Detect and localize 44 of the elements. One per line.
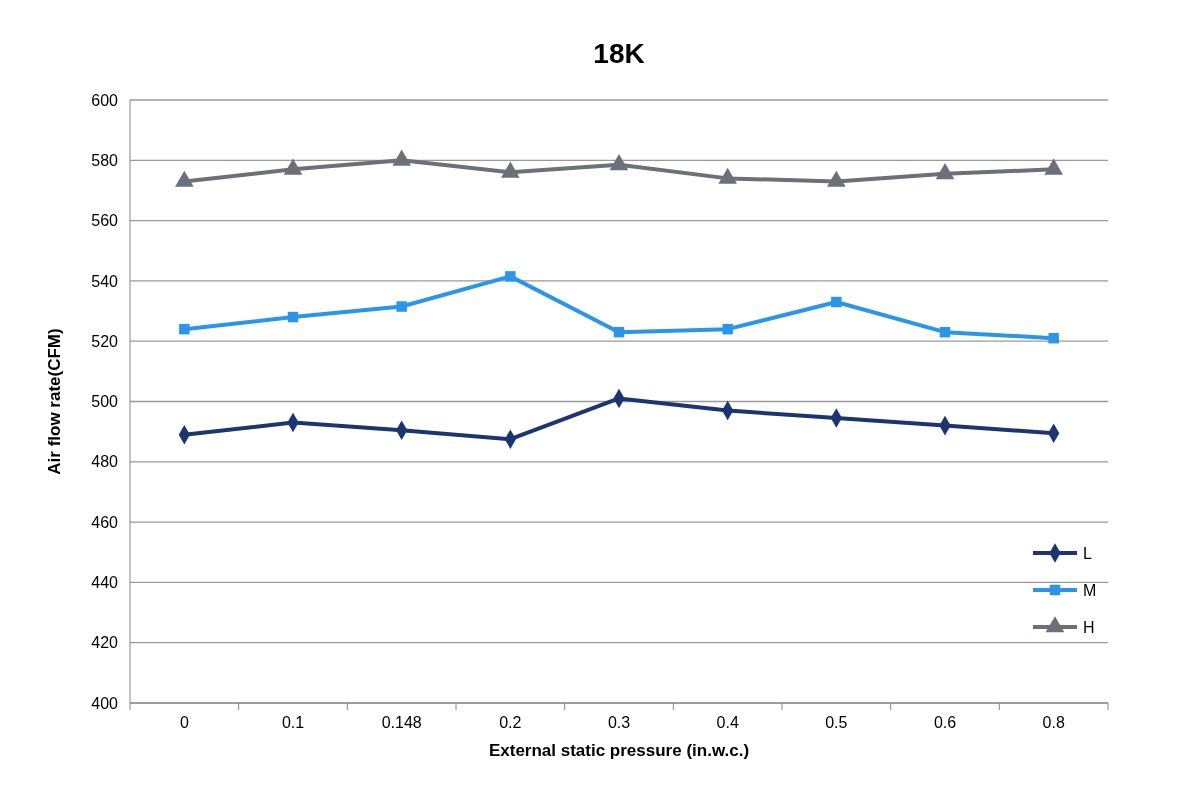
point (935, 163, 955, 180)
y-tick-label: 420 (91, 634, 119, 652)
y-tick-label: 540 (91, 272, 119, 290)
x-tick-label: 0.4 (716, 714, 739, 731)
point (287, 311, 299, 323)
x-tick-label: 0.8 (1042, 714, 1065, 731)
x-axis-title: External static pressure (in.w.c.) (488, 741, 750, 760)
point (505, 271, 516, 282)
y-tick-label: 500 (91, 393, 119, 411)
legend-label: L (1083, 544, 1092, 562)
point (831, 296, 842, 308)
y-tick-label: 520 (91, 332, 119, 350)
point (501, 161, 520, 178)
x-tick-label: 0.2 (499, 714, 522, 731)
point (396, 301, 407, 312)
y-tick-label: 560 (91, 212, 119, 230)
point (718, 167, 737, 184)
y-tick-label: 460 (91, 513, 119, 531)
y-tick-label: 440 (91, 574, 119, 591)
x-tick-label: 0 (179, 714, 189, 731)
point (613, 326, 625, 338)
x-tick-label: 0.5 (825, 714, 848, 731)
y-tick-label: 400 (91, 694, 119, 712)
point (1048, 332, 1059, 344)
x-tick-label: 0.148 (381, 714, 422, 731)
y-tick-label: 480 (91, 453, 119, 471)
point (722, 323, 733, 335)
x-tick-label: 0.1 (281, 714, 305, 731)
chart-title: 18K (593, 38, 645, 69)
y-tick-label: 580 (91, 151, 119, 169)
point (609, 154, 629, 171)
x-tick-label: 0.3 (607, 714, 631, 731)
point (827, 170, 846, 187)
point (939, 326, 951, 338)
point (179, 323, 190, 335)
point (283, 158, 303, 175)
legend-label: M (1083, 581, 1097, 599)
point (175, 170, 194, 187)
y-tick-label: 600 (91, 91, 119, 109)
x-tick-label: 0.6 (933, 714, 957, 731)
legend-label: H (1083, 618, 1095, 636)
y-axis-title: Air flow rate(CFM) (45, 328, 64, 475)
point (392, 149, 411, 166)
point (1044, 158, 1063, 175)
